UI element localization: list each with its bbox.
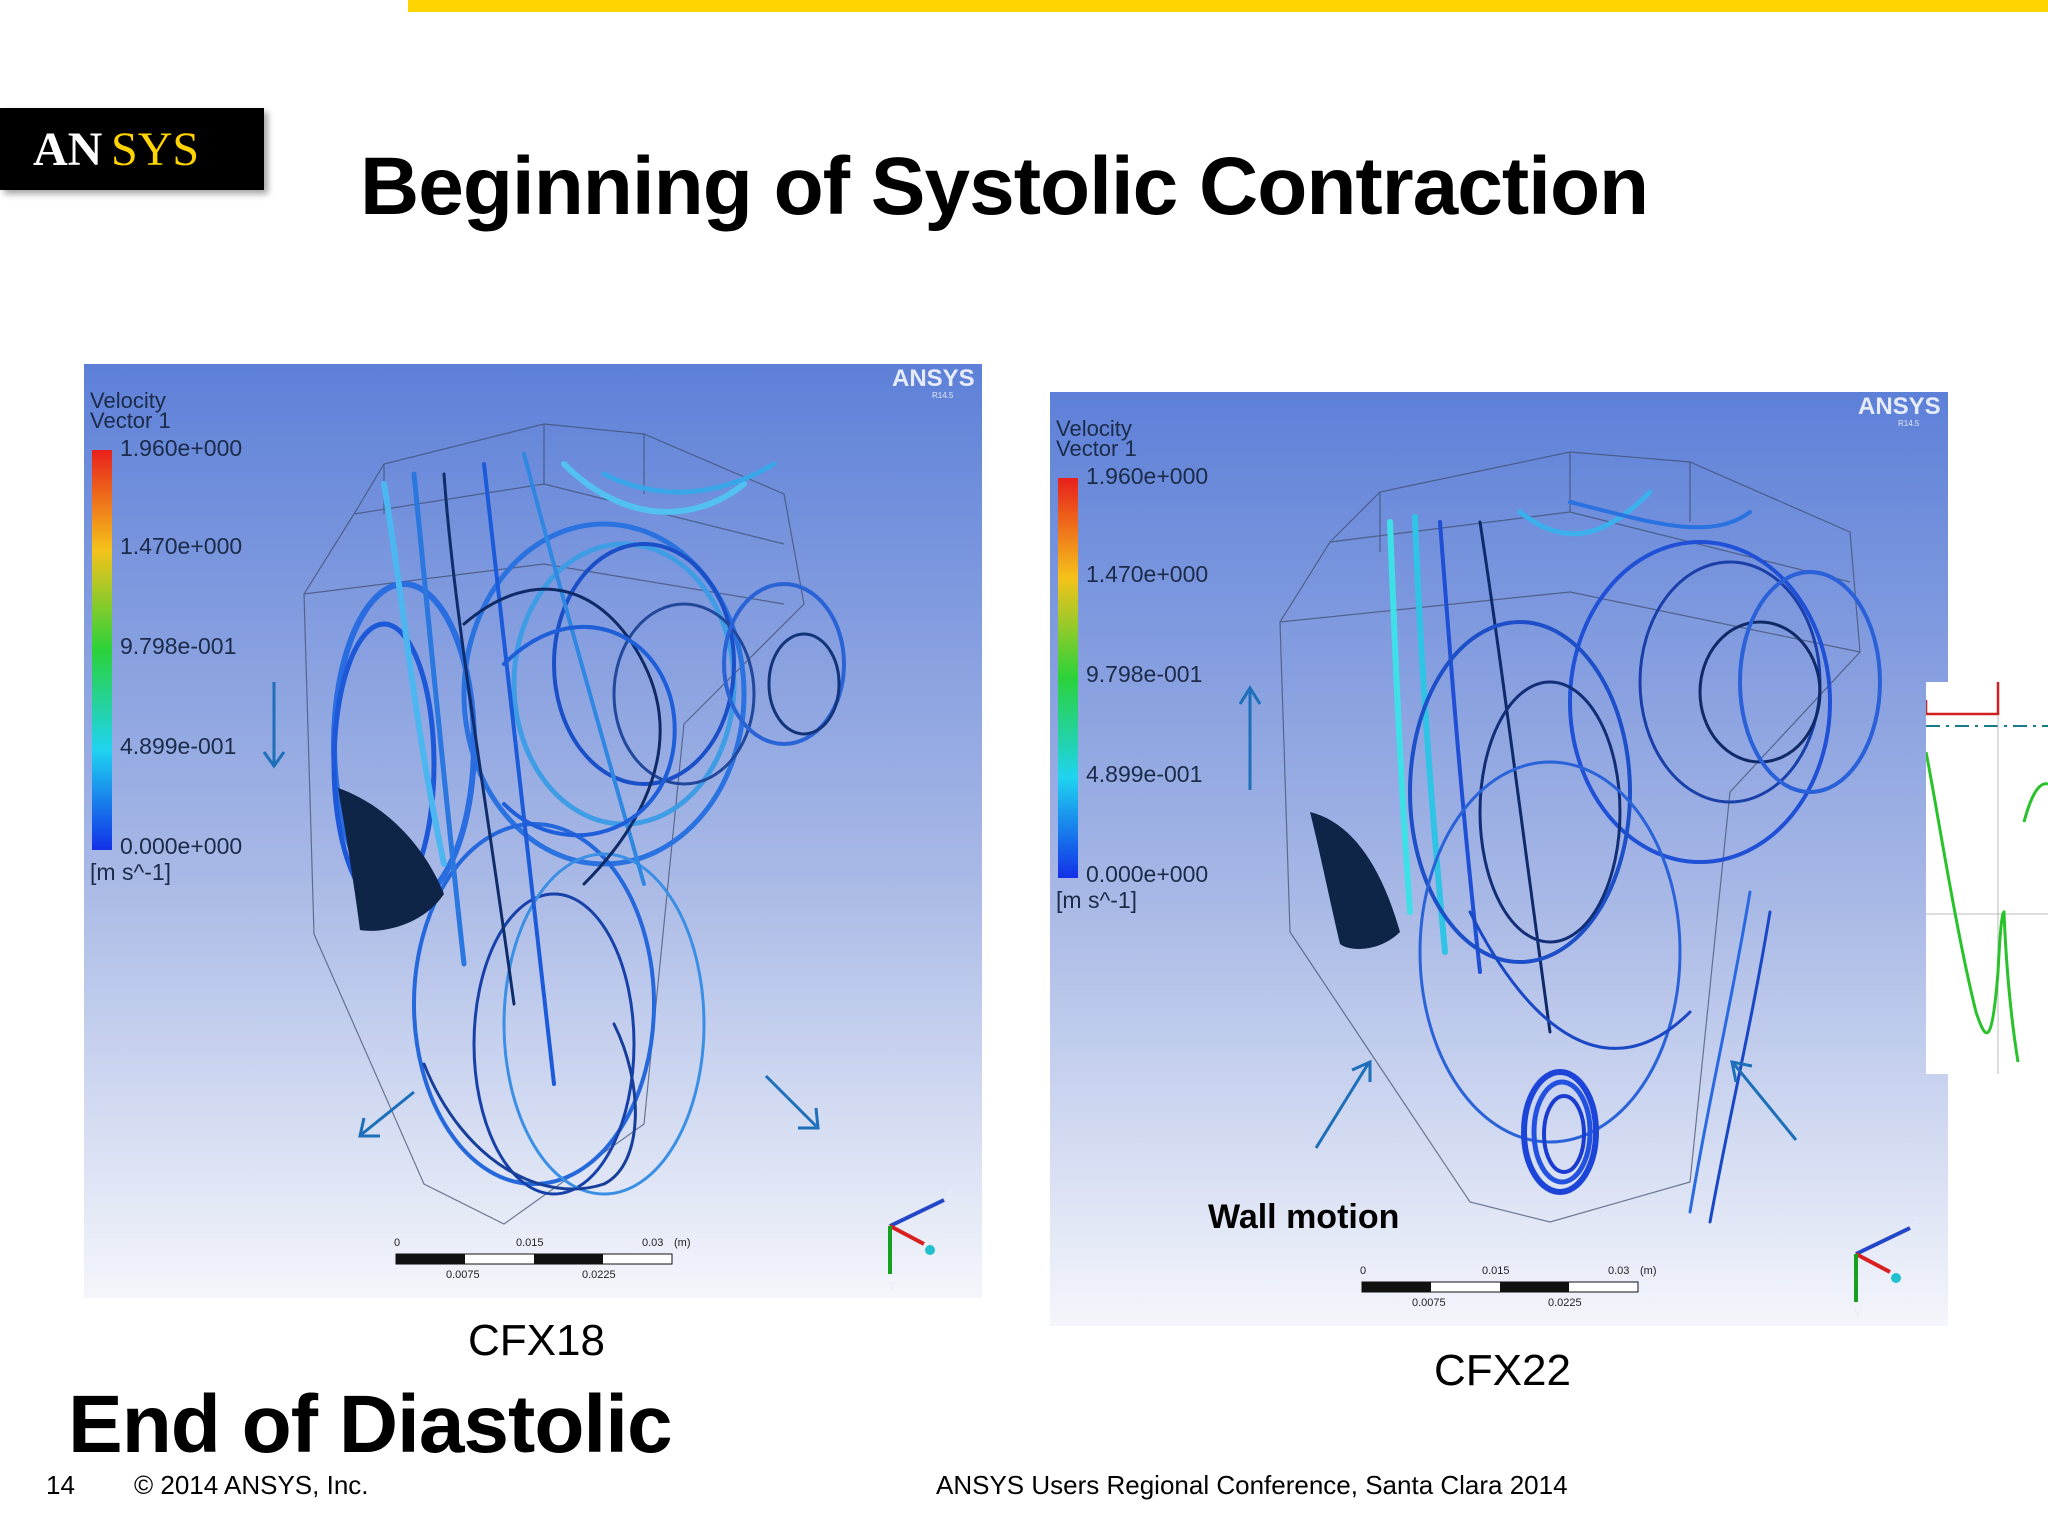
page-number: 14 xyxy=(46,1470,75,1500)
legend-value-max: 1.960e+000 xyxy=(120,435,242,461)
axis-label-y: Y xyxy=(888,1279,896,1293)
axis-triad: Z X Y xyxy=(888,1187,953,1293)
scale-label-0075: 0.0075 xyxy=(446,1269,480,1281)
axis-label-x: X xyxy=(1896,1253,1904,1267)
simulation-panel-cfx18: Velocity Vector 1 1.960e+000 1.470e+000 … xyxy=(84,364,982,1298)
legend-title-line2: Vector 1 xyxy=(1056,436,1137,461)
copyright: © 2014 ANSYS, Inc. xyxy=(134,1470,369,1500)
legend-title-line2: Vector 1 xyxy=(90,408,171,433)
legend-unit: [m s^-1] xyxy=(1056,887,1137,913)
ansys-logo-mark: AN SYS xyxy=(33,123,199,176)
legend-value-2: 1.470e+000 xyxy=(1086,561,1208,587)
legend-value-4: 4.899e-001 xyxy=(1086,761,1202,787)
legend-value-max: 1.960e+000 xyxy=(1086,463,1208,489)
top-accent-bar xyxy=(408,0,2048,12)
legend-value-min: 0.000e+000 xyxy=(1086,861,1208,887)
legend-title-line1: Velocity xyxy=(1056,416,1132,441)
scale-label-0: 0 xyxy=(1360,1265,1366,1277)
axis-triad: Z X Y xyxy=(1854,1215,1919,1321)
conference-footer: ANSYS Users Regional Conference, Santa C… xyxy=(936,1470,1568,1500)
legend-value-3: 9.798e-001 xyxy=(1086,661,1202,687)
caption-cfx18: CFX18 xyxy=(468,1316,605,1365)
legend-value-3: 9.798e-001 xyxy=(120,633,236,659)
caption-cfx22: CFX22 xyxy=(1434,1346,1571,1395)
scale-unit: (m) xyxy=(1640,1265,1657,1277)
scale-label-015: 0.015 xyxy=(516,1237,544,1249)
section-label: End of Diastolic xyxy=(68,1379,673,1470)
logo-text-sys: SYS xyxy=(111,123,199,176)
legend-unit: [m s^-1] xyxy=(90,859,171,885)
panel-brand: ANSYS xyxy=(1858,393,1941,420)
axis-label-x: X xyxy=(930,1225,938,1239)
simulation-panel-cfx22: Velocity Vector 1 1.960e+000 1.470e+000 … xyxy=(1050,392,1948,1326)
legend-value-min: 0.000e+000 xyxy=(120,833,242,859)
axis-label-z: Z xyxy=(946,1187,953,1201)
color-ramp xyxy=(1058,478,1078,878)
logo-text-an: AN xyxy=(33,123,103,176)
scale-label-0: 0 xyxy=(394,1237,400,1249)
legend-title-line1: Velocity xyxy=(90,388,166,413)
color-ramp xyxy=(92,450,112,850)
cropped-waveform-plot xyxy=(1926,682,2048,1074)
ansys-logo: AN SYS xyxy=(0,108,264,190)
axis-label-y: Y xyxy=(1854,1307,1862,1321)
scale-label-015: 0.015 xyxy=(1482,1265,1510,1277)
legend-value-4: 4.899e-001 xyxy=(120,733,236,759)
panel-brand: ANSYS xyxy=(892,365,975,392)
scale-unit: (m) xyxy=(674,1237,691,1249)
axis-label-z: Z xyxy=(1912,1215,1919,1229)
scale-label-03: 0.03 xyxy=(1608,1265,1629,1277)
scale-label-03: 0.03 xyxy=(642,1237,663,1249)
scale-label-0075: 0.0075 xyxy=(1412,1297,1446,1309)
panel-brand-version: R14.5 xyxy=(1898,419,1920,428)
slide-title: Beginning of Systolic Contraction xyxy=(360,141,1649,232)
scale-label-0225: 0.0225 xyxy=(582,1269,616,1281)
wall-motion-label: Wall motion xyxy=(1208,1198,1400,1236)
panel-brand-version: R14.5 xyxy=(932,391,954,400)
legend-value-2: 1.470e+000 xyxy=(120,533,242,559)
scale-label-0225: 0.0225 xyxy=(1548,1297,1582,1309)
